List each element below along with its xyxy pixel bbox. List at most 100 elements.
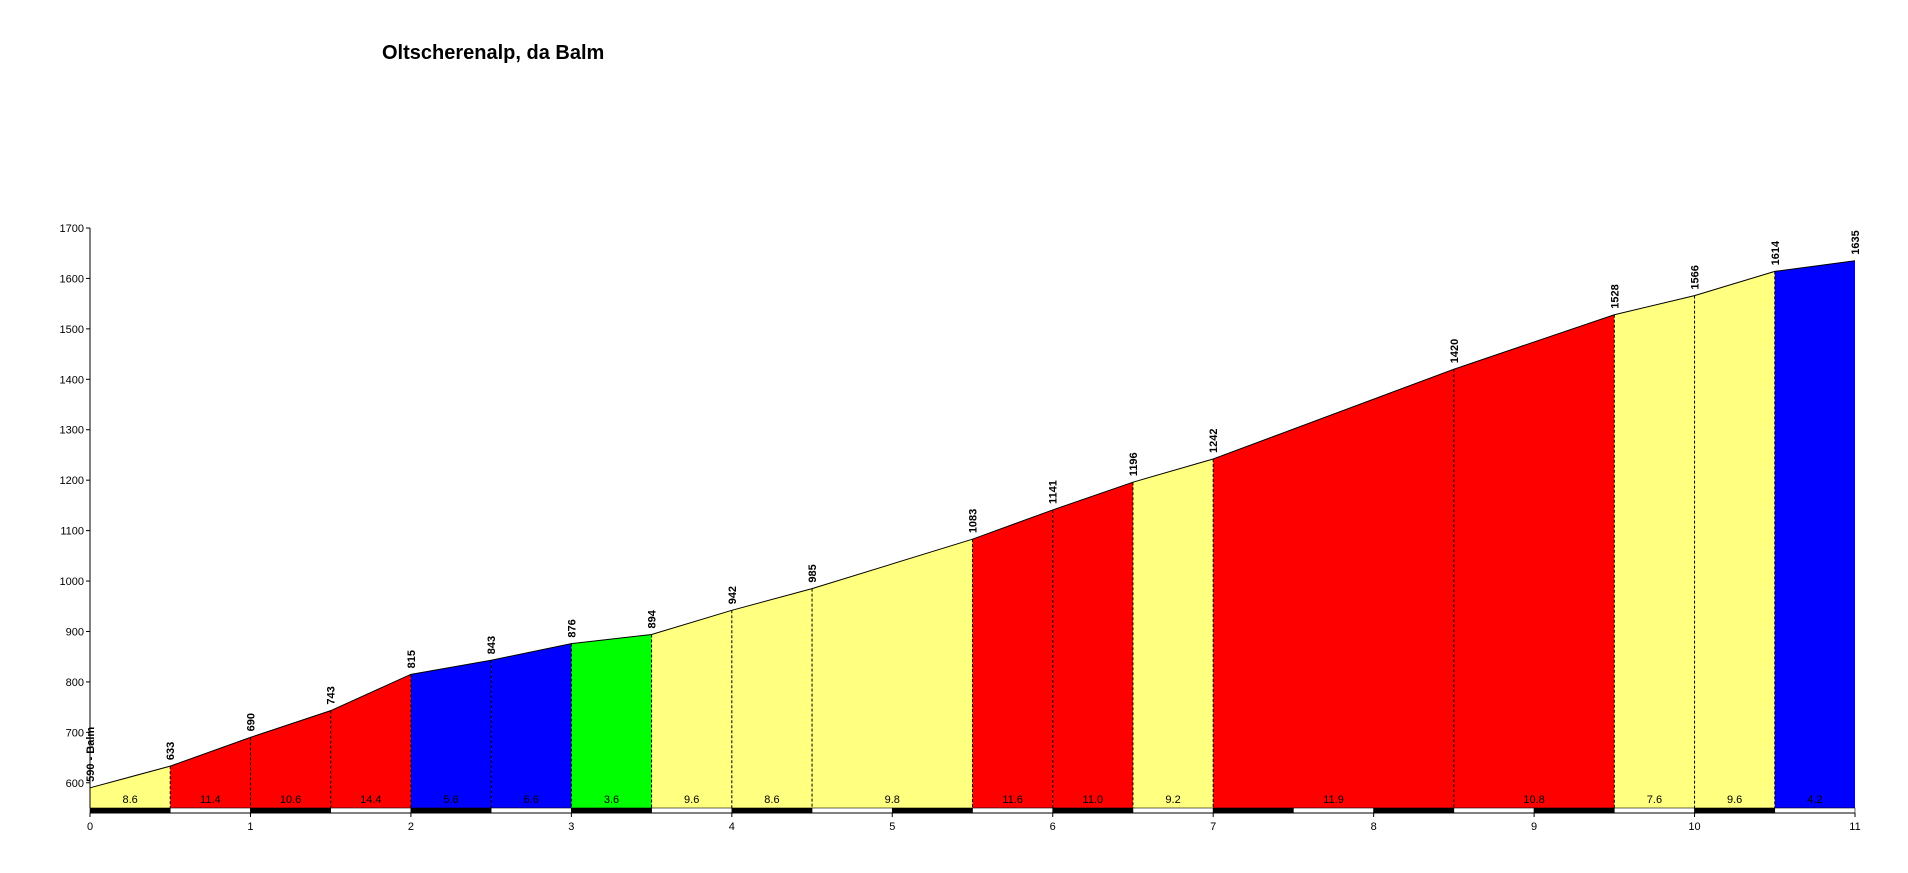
distance-bar-tile	[1614, 807, 1695, 814]
gradient-segment	[731, 588, 813, 808]
y-tick-label: 1400	[60, 374, 84, 386]
x-tick-label: 5	[889, 821, 895, 833]
elevation-label: 690	[245, 713, 257, 731]
gradient-segment	[571, 634, 652, 808]
gradient-segment	[1052, 482, 1133, 808]
y-tick-label: 1000	[60, 576, 84, 588]
distance-bar-tile	[1132, 807, 1214, 814]
y-tick-label: 900	[66, 626, 84, 638]
elevation-label: 1420	[1449, 339, 1461, 363]
gradient-label: 11.9	[1323, 794, 1344, 806]
gradient-label: 14.4	[360, 794, 381, 806]
gradient-segment	[491, 643, 572, 808]
elevation-label: 1141	[1048, 480, 1060, 504]
elevation-label: 843	[486, 636, 498, 654]
gradient-label: 9.6	[684, 794, 699, 806]
elevation-label: 633	[165, 742, 177, 760]
gradient-label: 6.6	[524, 794, 539, 806]
gradient-label: 9.6	[1727, 794, 1742, 806]
gradient-segment	[1453, 314, 1615, 808]
elevation-label: 1566	[1690, 265, 1702, 289]
gradient-segment	[1213, 369, 1454, 808]
gradient-label: 9.8	[885, 794, 900, 806]
x-tick-label: 3	[568, 821, 574, 833]
x-tick-label: 11	[1849, 821, 1860, 833]
distance-bar-tile	[651, 807, 733, 814]
page-title: Oltscherenalp, da Balm	[382, 42, 605, 64]
gradient-label: 8.6	[764, 794, 779, 806]
gradient-segment	[812, 539, 973, 808]
gradient-label: 7.6	[1647, 794, 1662, 806]
gradient-segment	[250, 710, 331, 808]
y-tick-label: 1700	[60, 223, 84, 235]
gradient-segment	[90, 766, 171, 808]
elevation-label: 1635	[1850, 230, 1862, 254]
elevation-label: 876	[566, 619, 578, 637]
elevation-label: 894	[647, 609, 659, 628]
gradient-segment	[410, 660, 492, 808]
y-tick-label: 700	[66, 727, 84, 739]
y-tick-label: 1200	[60, 475, 84, 487]
distance-bar-tile	[1533, 807, 1615, 814]
gradient-label: 11.6	[1002, 794, 1023, 806]
x-tick-label: 10	[1688, 821, 1700, 833]
gradient-label: 3.6	[604, 794, 619, 806]
distance-bar-tile	[1293, 807, 1374, 814]
distance-bar-tile	[410, 807, 492, 814]
x-tick-label: 7	[1210, 821, 1216, 833]
gradient-segment	[1614, 295, 1695, 808]
elevation-label: 1242	[1208, 429, 1220, 453]
distance-bar-tile	[1694, 807, 1776, 814]
gradient-segment	[1774, 260, 1855, 809]
y-tick-label: 1600	[60, 273, 84, 285]
elevation-label: 942	[727, 586, 739, 604]
gradient-segment	[1132, 458, 1214, 808]
x-tick-label: 8	[1371, 821, 1377, 833]
gradient-label: 10.6	[280, 794, 301, 806]
distance-bar-tile	[89, 807, 171, 814]
gradient-segment	[651, 610, 732, 808]
distance-bar-tile	[731, 807, 813, 814]
elevation-label: 815	[406, 650, 418, 668]
x-tick-label: 4	[729, 821, 735, 833]
gradient-label: 8.6	[122, 794, 137, 806]
distance-bar-tile	[250, 807, 331, 814]
x-tick-label: 9	[1531, 821, 1537, 833]
gradient-label: 11.4	[200, 794, 221, 806]
gradient-segment	[972, 509, 1053, 808]
elevation-label: 590 - Balm	[85, 727, 97, 782]
x-tick-label: 6	[1050, 821, 1056, 833]
gradient-label: 5.6	[443, 794, 458, 806]
distance-bar-tile	[1774, 807, 1856, 814]
gradient-label: 11.0	[1083, 794, 1104, 806]
gradient-segment	[170, 737, 251, 808]
gradient-segment	[330, 674, 411, 808]
y-tick-label: 600	[66, 778, 84, 790]
profile-line	[89, 260, 1856, 789]
gradient-segment	[1694, 271, 1775, 808]
y-tick-label: 1100	[60, 526, 84, 538]
elevation-label: 985	[807, 564, 819, 582]
distance-bar-tile	[811, 807, 893, 814]
elevation-label: 1196	[1128, 452, 1140, 476]
y-tick-label: 1300	[60, 425, 84, 437]
distance-bar-tile	[1373, 807, 1455, 814]
y-tick-label: 800	[66, 677, 84, 689]
distance-bar-tile	[571, 807, 652, 814]
x-tick-label: 0	[87, 821, 93, 833]
distance-bar-tile	[1052, 807, 1134, 814]
elevation-label: 1614	[1770, 240, 1782, 265]
y-tick-label: 1500	[60, 324, 84, 336]
distance-bar-tile	[1453, 807, 1535, 814]
distance-bar-tile	[490, 807, 572, 814]
distance-bar-tile	[330, 807, 412, 814]
x-tick-label: 1	[247, 821, 253, 833]
distance-bar-tile	[972, 807, 1054, 814]
gradient-label: 4.2	[1807, 794, 1822, 806]
distance-bar-tile	[169, 807, 251, 814]
distance-bar-tile	[1212, 807, 1294, 814]
gradient-label: 10.8	[1523, 794, 1544, 806]
elevation-label: 743	[326, 686, 338, 704]
elevation-label: 1083	[968, 509, 980, 533]
